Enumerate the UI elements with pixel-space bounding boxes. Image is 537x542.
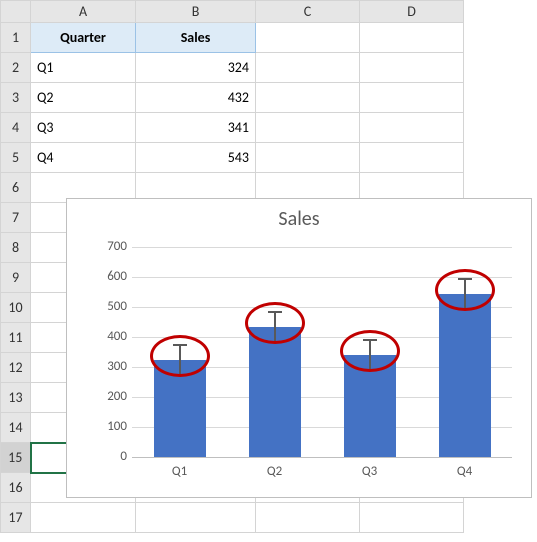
chart-title: Sales bbox=[67, 207, 531, 231]
cell-D4[interactable] bbox=[360, 113, 464, 143]
cell-A5[interactable]: Q4 bbox=[31, 143, 136, 173]
row-header-17[interactable]: 17 bbox=[1, 503, 31, 533]
plot-area bbox=[132, 247, 512, 457]
cell-C1[interactable] bbox=[256, 23, 360, 53]
row-header-5[interactable]: 5 bbox=[1, 143, 31, 173]
error-bar bbox=[369, 340, 371, 370]
bar-q4[interactable] bbox=[439, 294, 491, 457]
y-tick-label: 300 bbox=[87, 359, 127, 374]
select-all-corner[interactable] bbox=[1, 1, 31, 23]
cell-D1[interactable] bbox=[360, 23, 464, 53]
cell-C3[interactable] bbox=[256, 83, 360, 113]
row-header-12[interactable]: 12 bbox=[1, 353, 31, 383]
cell-A2[interactable]: Q1 bbox=[31, 53, 136, 83]
x-axis-line bbox=[132, 457, 512, 458]
cell-B5[interactable]: 543 bbox=[136, 143, 256, 173]
cell-B2[interactable]: 324 bbox=[136, 53, 256, 83]
error-bar bbox=[464, 279, 466, 309]
y-tick-label: 0 bbox=[87, 449, 127, 464]
cell-B4[interactable]: 341 bbox=[136, 113, 256, 143]
x-tick-label: Q2 bbox=[245, 464, 305, 479]
error-cap bbox=[458, 278, 472, 280]
col-header-d[interactable]: D bbox=[360, 1, 464, 23]
cell-B17[interactable] bbox=[136, 503, 256, 533]
cell-D17[interactable] bbox=[360, 503, 464, 533]
error-bar bbox=[179, 345, 181, 375]
row-header-3[interactable]: 3 bbox=[1, 83, 31, 113]
error-cap bbox=[363, 369, 377, 371]
cell-C4[interactable] bbox=[256, 113, 360, 143]
error-cap bbox=[363, 339, 377, 341]
error-cap bbox=[173, 344, 187, 346]
row-header-10[interactable]: 10 bbox=[1, 293, 31, 323]
y-tick-label: 100 bbox=[87, 419, 127, 434]
cell-A1[interactable]: Quarter bbox=[31, 23, 136, 53]
cell-A17[interactable] bbox=[31, 503, 136, 533]
cell-B3[interactable]: 432 bbox=[136, 83, 256, 113]
row-header-4[interactable]: 4 bbox=[1, 113, 31, 143]
error-cap bbox=[458, 308, 472, 310]
x-tick-label: Q3 bbox=[340, 464, 400, 479]
x-tick-label: Q4 bbox=[435, 464, 495, 479]
y-tick-label: 400 bbox=[87, 329, 127, 344]
row-header-11[interactable]: 11 bbox=[1, 323, 31, 353]
error-bar bbox=[274, 312, 276, 342]
y-tick-label: 700 bbox=[87, 239, 127, 254]
row-header-9[interactable]: 9 bbox=[1, 263, 31, 293]
cell-D3[interactable] bbox=[360, 83, 464, 113]
error-cap bbox=[268, 311, 282, 313]
cell-C5[interactable] bbox=[256, 143, 360, 173]
row-header-15[interactable]: 15 bbox=[1, 443, 31, 473]
row-header-1[interactable]: 1 bbox=[1, 23, 31, 53]
col-header-a[interactable]: A bbox=[31, 1, 136, 23]
cell-B1[interactable]: Sales bbox=[136, 23, 256, 53]
row-header-2[interactable]: 2 bbox=[1, 53, 31, 83]
spreadsheet: ABCD1QuarterSales2Q13243Q24324Q33415Q454… bbox=[0, 0, 537, 533]
cell-D5[interactable] bbox=[360, 143, 464, 173]
cell-A4[interactable]: Q3 bbox=[31, 113, 136, 143]
bar-q2[interactable] bbox=[249, 327, 301, 457]
x-tick-label: Q1 bbox=[150, 464, 210, 479]
col-header-c[interactable]: C bbox=[256, 1, 360, 23]
cell-C2[interactable] bbox=[256, 53, 360, 83]
sales-chart[interactable]: Sales 0 100 200 300 400 500 600 700 Q1 Q2 Q3 Q4 bbox=[66, 198, 532, 498]
cell-A3[interactable]: Q2 bbox=[31, 83, 136, 113]
error-cap bbox=[268, 341, 282, 343]
row-header-13[interactable]: 13 bbox=[1, 383, 31, 413]
row-header-7[interactable]: 7 bbox=[1, 203, 31, 233]
error-cap bbox=[173, 374, 187, 376]
y-tick-label: 600 bbox=[87, 269, 127, 284]
cell-D2[interactable] bbox=[360, 53, 464, 83]
cell-C17[interactable] bbox=[256, 503, 360, 533]
row-header-6[interactable]: 6 bbox=[1, 173, 31, 203]
row-header-14[interactable]: 14 bbox=[1, 413, 31, 443]
y-tick-label: 500 bbox=[87, 299, 127, 314]
row-header-16[interactable]: 16 bbox=[1, 473, 31, 503]
col-header-b[interactable]: B bbox=[136, 1, 256, 23]
row-header-8[interactable]: 8 bbox=[1, 233, 31, 263]
y-tick-label: 200 bbox=[87, 389, 127, 404]
